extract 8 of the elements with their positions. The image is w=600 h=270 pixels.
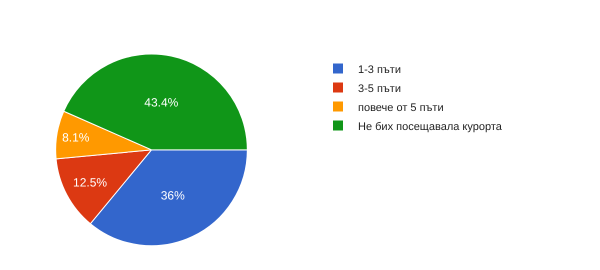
data-label: 43.4% <box>144 95 179 110</box>
data-label: 12.5% <box>73 175 108 190</box>
legend-label: повече от 5 пъти <box>358 102 444 114</box>
data-label: 36% <box>160 188 186 202</box>
legend-label: Не бих посещавала курорта <box>358 120 503 133</box>
legend-label: 3-5 пъти <box>358 82 401 95</box>
data-label: 8.1% <box>62 130 90 145</box>
legend-label: 1-3 пъти <box>358 64 401 76</box>
